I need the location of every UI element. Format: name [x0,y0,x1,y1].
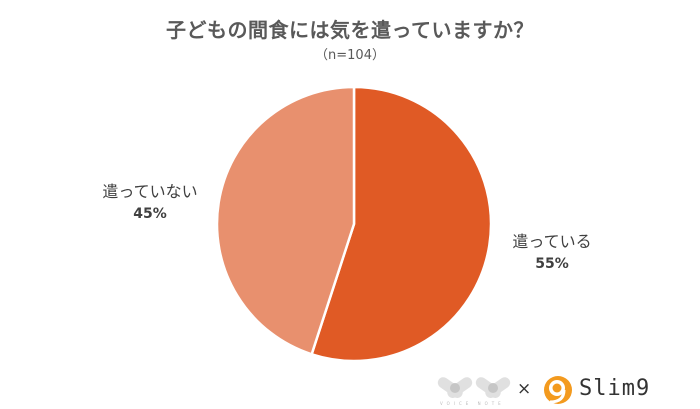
slice-label-percent: 55% [535,256,569,272]
voice-note-logo-text: VOICE NOTE [440,401,505,406]
voice-note-logo-icon [437,377,511,398]
pie-slice-careful [310,85,493,363]
slim9-logo-text: Slim9 [579,376,651,401]
pie-slice-not-careful [215,85,356,356]
slice-label-name: 遣っていない [102,182,198,201]
slice-label-name: 遣っている [512,232,592,251]
slice-label-not-careful: 遣っていない 45% [92,178,208,222]
slim9-logo-icon [544,376,572,404]
chart-subtitle: （n=104） [315,48,385,63]
slice-label-percent: 45% [133,206,167,222]
collab-separator: × [517,379,532,399]
slice-label-careful: 遣っている 55% [500,228,604,272]
chart-title: 子どもの間食には気を遣っていますか？ [166,18,534,42]
footer-logos: VOICE NOTE × Slim9 [430,372,690,408]
